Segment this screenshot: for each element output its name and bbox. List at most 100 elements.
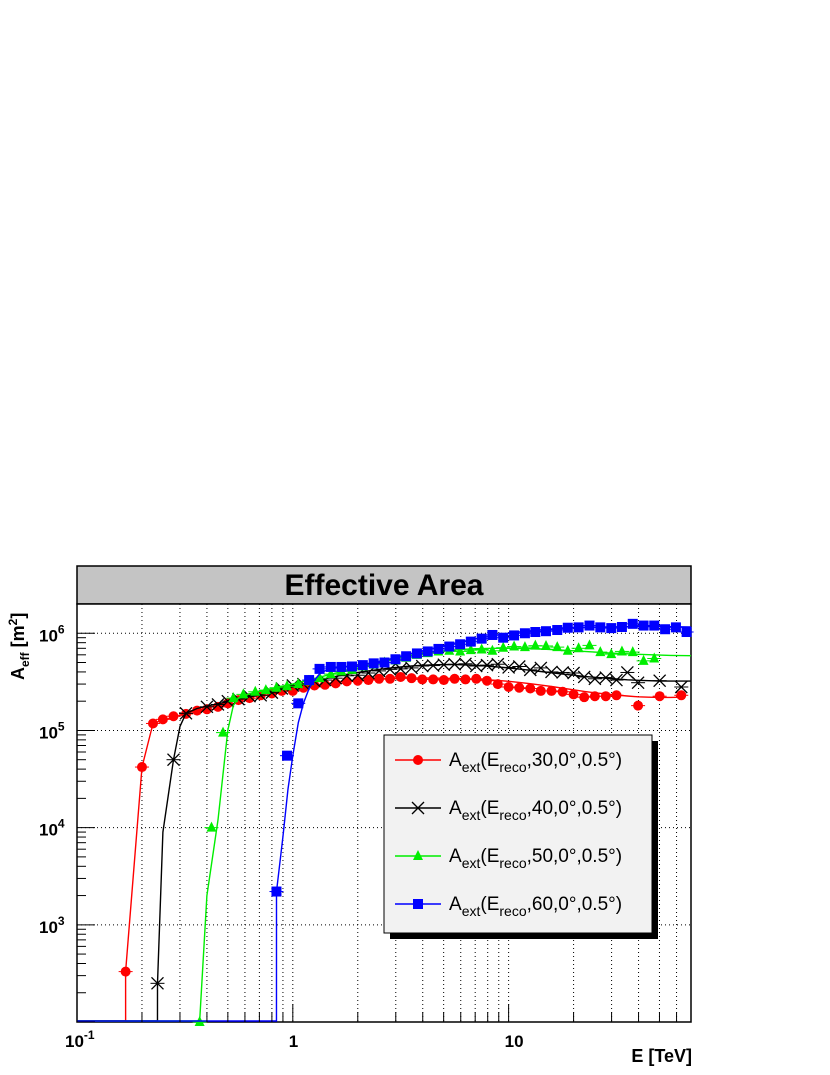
cross-stroke bbox=[523, 663, 537, 677]
data-point-circle bbox=[525, 683, 536, 694]
data-point-triangle bbox=[552, 641, 563, 652]
cross-stroke bbox=[534, 661, 548, 675]
x-tick-label: 1 bbox=[289, 1032, 298, 1051]
data-point-square bbox=[325, 661, 336, 672]
data-point-cross bbox=[415, 659, 429, 673]
cross-stroke bbox=[394, 662, 408, 676]
data-point-cross bbox=[599, 671, 613, 685]
data-point-circle bbox=[633, 700, 644, 711]
data-point-cross bbox=[620, 666, 634, 679]
data-point-circle bbox=[157, 714, 168, 725]
data-point-triangle bbox=[325, 668, 336, 679]
cross-stroke bbox=[545, 665, 558, 679]
legend-entry-2: Aext(Ereco,50,0°,0.5°) bbox=[395, 846, 622, 871]
x-tick-label: 10-1 bbox=[65, 1028, 95, 1051]
cross-stroke bbox=[567, 666, 581, 680]
data-point-square bbox=[304, 675, 315, 686]
data-point-square bbox=[552, 625, 563, 636]
data-point-square bbox=[433, 643, 444, 654]
data-point-cross bbox=[502, 660, 516, 674]
legend-label: Aext(Ereco,40,0°,0.5°) bbox=[449, 798, 622, 823]
data-point-triangle bbox=[584, 639, 595, 650]
data-point-circle bbox=[438, 675, 449, 686]
data-point-cross bbox=[211, 698, 225, 711]
series-layer bbox=[77, 618, 694, 1026]
legend-entry-1: Aext(Ereco,40,0°,0.5°) bbox=[395, 798, 622, 823]
data-point-square bbox=[519, 628, 530, 639]
legend-entry-0: Aext(Ereco,30,0°,0.5°) bbox=[395, 750, 622, 775]
data-point-circle bbox=[481, 675, 492, 686]
data-point-square bbox=[413, 899, 423, 909]
data-point-cross bbox=[394, 662, 408, 676]
cross-stroke bbox=[620, 666, 634, 679]
cross-stroke bbox=[512, 660, 526, 673]
data-point-triangle bbox=[595, 646, 606, 657]
data-point-square bbox=[293, 698, 304, 709]
data-point-cross bbox=[167, 753, 180, 767]
data-point-triangle bbox=[638, 654, 649, 665]
data-point-circle bbox=[330, 678, 341, 689]
data-point-circle bbox=[460, 674, 471, 685]
cross-stroke bbox=[211, 698, 225, 711]
data-point-circle bbox=[654, 691, 665, 702]
data-point-circle bbox=[120, 966, 131, 977]
data-point-circle bbox=[568, 689, 579, 700]
data-point-square bbox=[498, 632, 509, 643]
legend-entry-3: Aext(Ereco,60,0°,0.5°) bbox=[395, 894, 622, 919]
data-point-triangle bbox=[271, 681, 282, 692]
y-tick-label: 103 bbox=[39, 914, 65, 937]
tick-labels: 10-1 1 10 103 104 105 106 bbox=[39, 622, 524, 1051]
data-point-cross bbox=[459, 657, 472, 671]
cross-stroke bbox=[502, 660, 516, 674]
data-point-cross bbox=[556, 666, 570, 679]
data-point-cross bbox=[469, 659, 483, 673]
data-point-circle bbox=[148, 718, 159, 729]
data-point-circle bbox=[352, 675, 363, 686]
data-point-triangle bbox=[540, 639, 551, 650]
data-point-square bbox=[271, 886, 282, 897]
data-point-square bbox=[509, 630, 520, 641]
data-point-square bbox=[573, 622, 584, 633]
data-point-triangle bbox=[282, 680, 293, 691]
data-point-circle bbox=[136, 762, 147, 773]
y-tick-label: 106 bbox=[39, 622, 65, 645]
data-point-square bbox=[627, 618, 638, 629]
data-point-triangle bbox=[606, 648, 617, 659]
data-point-triangle bbox=[314, 672, 325, 683]
cross-stroke bbox=[151, 976, 164, 990]
data-point-triangle bbox=[250, 685, 261, 696]
data-point-triangle bbox=[476, 643, 487, 654]
data-point-circle bbox=[449, 673, 460, 684]
cross-stroke bbox=[556, 666, 570, 679]
data-point-circle bbox=[363, 675, 374, 686]
data-point-triangle bbox=[616, 645, 627, 656]
data-point-circle bbox=[557, 686, 568, 697]
data-point-cross bbox=[448, 657, 462, 671]
legend-label: Aext(Ereco,50,0°,0.5°) bbox=[449, 846, 622, 871]
cross-stroke bbox=[383, 662, 397, 676]
data-point-circle bbox=[676, 690, 687, 701]
data-point-square bbox=[584, 620, 595, 631]
data-point-square bbox=[411, 648, 422, 659]
x-axis-title: E [TeV] bbox=[631, 1046, 692, 1066]
data-point-triangle bbox=[206, 821, 217, 832]
cross-stroke bbox=[588, 672, 602, 686]
data-point-square bbox=[681, 627, 692, 638]
data-point-circle bbox=[413, 755, 423, 765]
data-point-square bbox=[455, 639, 466, 650]
data-point-square bbox=[540, 626, 551, 637]
data-point-circle bbox=[406, 673, 417, 684]
data-point-square bbox=[606, 623, 617, 634]
data-point-triangle bbox=[649, 652, 660, 663]
cross-stroke bbox=[469, 659, 483, 673]
data-point-square bbox=[379, 657, 390, 668]
cross-stroke bbox=[653, 674, 667, 688]
data-point-cross bbox=[411, 801, 425, 815]
data-point-circle bbox=[492, 679, 503, 690]
data-point-cross bbox=[179, 706, 193, 720]
data-point-square bbox=[476, 633, 487, 644]
data-point-cross bbox=[491, 657, 505, 671]
data-point-triangle bbox=[413, 850, 423, 860]
data-point-cross bbox=[426, 659, 440, 673]
